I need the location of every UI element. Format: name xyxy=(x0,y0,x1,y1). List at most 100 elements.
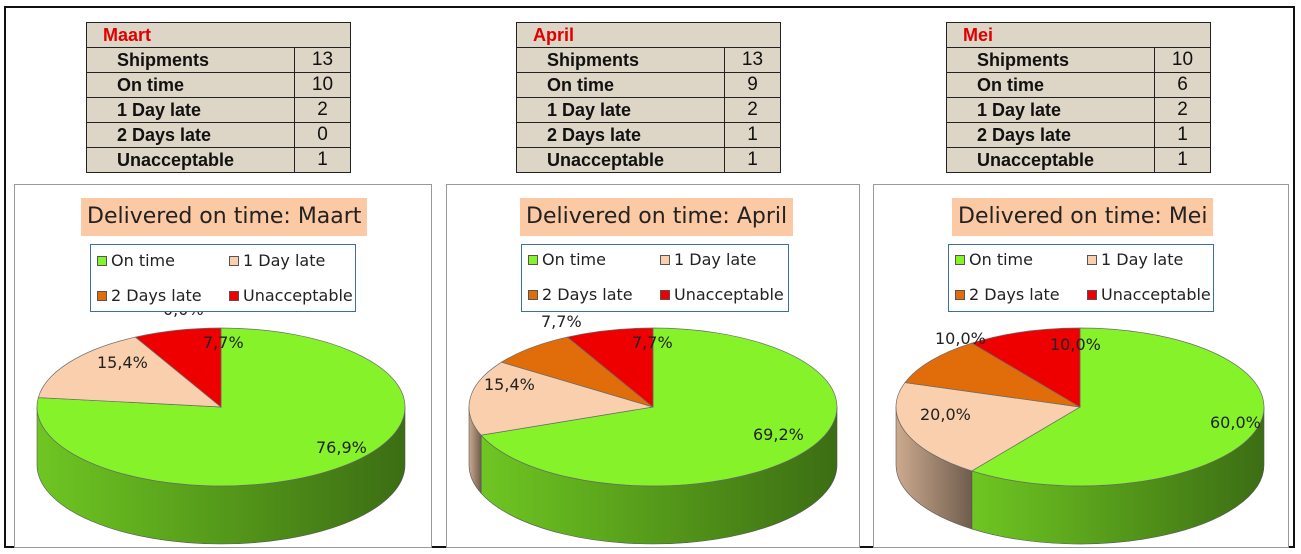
chart-panel-april: 69,2% 15,4% 7,7% 7,7% xyxy=(446,184,860,548)
row-value: 13 xyxy=(294,47,351,73)
legend-swatch xyxy=(1087,255,1097,265)
row-label: Unacceptable xyxy=(86,147,295,173)
pie-slice-unacceptable xyxy=(134,327,222,408)
pie-sides xyxy=(895,406,1265,545)
table-row: Shipments 13 xyxy=(86,47,351,73)
row-label: Unacceptable xyxy=(946,147,1155,173)
legend-label: 2 Days late xyxy=(111,286,202,305)
row-label: Shipments xyxy=(86,47,295,73)
row-value: 10 xyxy=(1154,47,1211,73)
row-value: 2 xyxy=(1154,97,1211,123)
legend-label: Unacceptable xyxy=(1101,285,1211,304)
stats-table-mei: Mei Shipments 10 On time 6 1 Day late 2 2 D… xyxy=(946,22,1211,173)
row-label: On time xyxy=(946,72,1155,98)
pie-slice-unacceptable xyxy=(970,327,1081,408)
legend-swatch xyxy=(528,255,538,265)
legend-label: 2 Days late xyxy=(969,285,1060,304)
legend-label: On time xyxy=(111,251,175,270)
row-value: 13 xyxy=(724,47,781,73)
chart-panel-mei: 60,0% 20,0% 10,0% 10,0% xyxy=(873,184,1289,548)
stats-table-april: April Shipments 13 On time 9 1 Day late 2 2… xyxy=(516,22,781,173)
table-row: 1 Day late 2 xyxy=(946,97,1211,123)
row-value: 1 xyxy=(724,147,781,173)
table-row: On time 6 xyxy=(946,72,1211,98)
row-value: 2 xyxy=(294,97,351,123)
table-row: 2 Days late 0 xyxy=(86,122,351,148)
legend-label: 1 Day late xyxy=(1101,250,1184,269)
pie-data-label: 7,7% xyxy=(203,333,244,352)
legend-label: Unacceptable xyxy=(674,285,784,304)
legend-label: 1 Day late xyxy=(674,250,757,269)
pie-slice-2-days-late xyxy=(904,342,1081,408)
row-label: Shipments xyxy=(946,47,1155,73)
table-row: On time 9 xyxy=(516,72,781,98)
row-label: 1 Day late xyxy=(86,97,295,123)
legend-label: On time xyxy=(542,250,606,269)
pie-slice-on-time xyxy=(36,327,406,487)
table-row: 2 Days late 1 xyxy=(516,122,781,148)
row-label: On time xyxy=(86,72,295,98)
legend-item-unacceptable: Unacceptable xyxy=(229,286,353,305)
legend-item-unacceptable: Unacceptable xyxy=(660,285,784,304)
row-label: 2 Days late xyxy=(516,122,725,148)
row-label: 1 Day late xyxy=(946,97,1155,123)
row-label: Shipments xyxy=(516,47,725,73)
row-value: 1 xyxy=(294,147,351,173)
legend-swatch xyxy=(97,291,107,301)
table-row: On time 10 xyxy=(86,72,351,98)
pie-data-label: 7,7% xyxy=(541,312,582,331)
row-label: On time xyxy=(516,72,725,98)
table-row: Shipments 13 xyxy=(516,47,781,73)
chart-legend: On time 1 Day late 2 Days late Unaccepta… xyxy=(948,244,1214,312)
table-row: Unacceptable 1 xyxy=(86,147,351,173)
pie-data-label: 15,4% xyxy=(97,353,148,372)
chart-legend: On time 1 Day late 2 Days late Unaccepta… xyxy=(521,244,789,312)
row-label: 2 Days late xyxy=(946,122,1155,148)
chart-title: Delivered on time: Maart xyxy=(81,198,368,236)
legend-item-on-time: On time xyxy=(528,250,606,269)
row-value: 2 xyxy=(724,97,781,123)
row-label: 1 Day late xyxy=(516,97,725,123)
row-value: 1 xyxy=(724,122,781,148)
pie-data-label: 69,2% xyxy=(753,425,804,444)
pie-data-label: 15,4% xyxy=(484,375,535,394)
table-row: Unacceptable 1 xyxy=(946,147,1211,173)
month-title: Maart xyxy=(86,22,351,48)
pie-slice-1-day-late xyxy=(895,382,1082,472)
chart-legend: On time 1 Day late 2 Days late Unaccepta… xyxy=(90,244,356,312)
legend-swatch xyxy=(660,255,670,265)
pie-chart-april: 69,2% 15,4% 7,7% 7,7% xyxy=(468,312,838,545)
row-value: 0 xyxy=(294,122,351,148)
legend-swatch xyxy=(229,291,239,301)
legend-label: On time xyxy=(969,250,1033,269)
pie-slice-1-day-late xyxy=(37,336,223,408)
legend-swatch xyxy=(528,290,538,300)
pie-data-label: 7,7% xyxy=(632,333,673,352)
legend-swatch xyxy=(1087,290,1097,300)
legend-item-on-time: On time xyxy=(955,250,1033,269)
legend-item-1-day-late: 1 Day late xyxy=(660,250,756,269)
pie-slice-on-time xyxy=(970,327,1265,487)
pie-data-label: 60,0% xyxy=(1210,413,1261,432)
row-value: 1 xyxy=(1154,122,1211,148)
row-value: 6 xyxy=(1154,72,1211,98)
legend-item-2-days-late: 2 Days late xyxy=(528,285,633,304)
row-label: Unacceptable xyxy=(516,147,725,173)
table-row: Unacceptable 1 xyxy=(516,147,781,173)
month-title: Mei xyxy=(946,22,1211,48)
month-title: April xyxy=(516,22,781,48)
table-row: 1 Day late 2 xyxy=(86,97,351,123)
legend-item-1-day-late: 1 Day late xyxy=(229,251,325,270)
pie-data-label: 20,0% xyxy=(920,405,971,424)
pie-slice-1-day-late xyxy=(468,361,654,436)
row-label: 2 Days late xyxy=(86,122,295,148)
pie-data-label: 76,9% xyxy=(316,438,367,457)
legend-item-1-day-late: 1 Day late xyxy=(1087,250,1183,269)
table-row: Shipments 10 xyxy=(946,47,1211,73)
legend-swatch xyxy=(97,256,107,266)
pie-slice-on-time xyxy=(480,327,838,487)
row-value: 1 xyxy=(1154,147,1211,173)
legend-item-2-days-late: 2 Days late xyxy=(955,285,1060,304)
legend-label: 1 Day late xyxy=(243,251,326,270)
table-row: 1 Day late 2 xyxy=(516,97,781,123)
